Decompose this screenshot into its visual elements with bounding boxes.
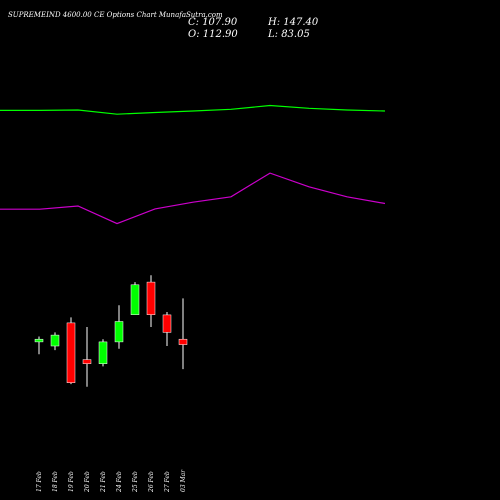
indicator-line-1: [0, 104, 386, 115]
candle-body: [34, 338, 44, 343]
x-axis-ticks: 17 Feb 18 Feb 19 Feb 20 Feb 21 Feb 24 Feb 25 F…: [36, 469, 187, 493]
candlesticks: [34, 275, 188, 387]
candle-body: [66, 322, 76, 383]
x-tick-label: 20 Feb: [84, 471, 91, 493]
x-tick-label: 24 Feb: [116, 471, 123, 493]
candle-body: [178, 338, 188, 345]
candle-body: [162, 314, 172, 333]
indicator-lines: [0, 104, 386, 225]
x-tick-label: 19 Feb: [68, 471, 75, 492]
candle-body: [82, 359, 92, 364]
candle-body: [50, 334, 60, 347]
candle-body: [114, 321, 124, 343]
candle-body: [146, 281, 156, 315]
x-tick-label: 27 Feb: [164, 471, 171, 493]
x-tick-label: 17 Feb: [36, 471, 43, 492]
high-value: H: 147.40: [267, 17, 319, 28]
candle-body: [130, 284, 140, 315]
candle-body: [98, 341, 108, 364]
chart-title: SUPREMEIND 4600.00 CE Options Chart Muna…: [8, 11, 223, 19]
x-tick-label: 03 Mar: [180, 469, 187, 492]
close-value: C: 107.90: [188, 17, 238, 28]
x-tick-label: 25 Feb: [132, 471, 139, 493]
x-tick-label: 26 Feb: [148, 471, 155, 493]
open-value: O: 112.90: [188, 29, 238, 40]
x-tick-label: 18 Feb: [52, 471, 59, 492]
x-tick-label: 21 Feb: [100, 471, 107, 493]
low-value: L: 83.05: [267, 29, 310, 40]
indicator-line-2: [0, 172, 386, 225]
